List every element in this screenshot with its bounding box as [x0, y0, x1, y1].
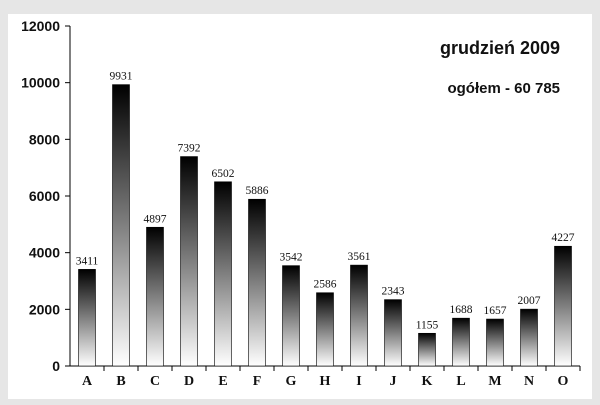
- x-tick-label: M: [488, 374, 501, 389]
- data-label: 1688: [450, 304, 473, 316]
- data-label: 1657: [484, 305, 507, 317]
- y-axis: 0 2000 4000 6000 8000 10000 12000: [21, 18, 71, 374]
- x-tick-label: D: [184, 374, 194, 389]
- x-tick-label: H: [320, 374, 331, 389]
- y-tick-label: 0: [52, 358, 60, 374]
- data-label: 6502: [212, 168, 235, 180]
- x-tick-label: G: [286, 374, 297, 389]
- x-tick-label: O: [558, 374, 569, 389]
- x-tick-label: N: [524, 374, 534, 389]
- data-label: 4227: [552, 232, 575, 244]
- bar-K: [418, 332, 436, 367]
- bar-F: [248, 198, 266, 367]
- y-tick-label: 12000: [21, 18, 60, 34]
- data-label: 9931: [110, 71, 133, 83]
- y-tick-label: 6000: [29, 188, 60, 204]
- x-tick-label: F: [253, 374, 262, 389]
- y-tick-label: 4000: [29, 245, 60, 261]
- y-tick-label: 8000: [29, 131, 60, 147]
- x-tick-label: J: [390, 374, 397, 389]
- data-label: 2586: [314, 279, 337, 291]
- x-tick-label: C: [150, 374, 160, 389]
- data-label: 5886: [246, 185, 269, 197]
- x-tick-label: L: [456, 374, 465, 389]
- data-label: 3411: [76, 255, 99, 267]
- bar-M: [486, 318, 504, 367]
- chart-title: grudzień 2009: [440, 38, 560, 58]
- bar-series: [78, 84, 572, 367]
- x-tick-label: I: [356, 374, 361, 389]
- bar-D: [180, 156, 198, 367]
- bar-N: [520, 308, 538, 367]
- x-tick-label: A: [82, 374, 93, 389]
- bar-E: [214, 181, 232, 367]
- data-label: 1155: [416, 319, 439, 331]
- chart-frame: grudzień 2009 ogółem - 60 785 0 2000 4000 6…: [8, 14, 592, 399]
- data-label: 3542: [280, 252, 303, 264]
- bar-chart: grudzień 2009 ogółem - 60 785 0 2000 4000 6…: [21, 18, 581, 389]
- bar-H: [316, 292, 334, 367]
- bar-J: [384, 299, 402, 367]
- chart-subtitle: ogółem - 60 785: [447, 80, 560, 97]
- bar-L: [452, 317, 470, 367]
- x-axis: A B C D E F G H I J K L M N O: [70, 365, 581, 389]
- x-tick-label: E: [218, 374, 227, 389]
- bar-B: [112, 84, 130, 367]
- data-label: 2343: [382, 286, 405, 298]
- x-tick-label: K: [422, 374, 433, 389]
- y-tick-label: 10000: [21, 75, 60, 91]
- x-tick-label: B: [116, 374, 125, 389]
- bar-C: [146, 226, 164, 367]
- bar-I: [350, 264, 368, 367]
- bar-O: [554, 245, 572, 367]
- bar-G: [282, 265, 300, 367]
- data-label: 4897: [144, 213, 167, 225]
- bar-A: [78, 269, 96, 367]
- y-tick-label: 2000: [29, 301, 60, 317]
- data-label: 3561: [348, 251, 371, 263]
- data-label-group: 3411 9931 4897 7392 6502 5886 3542 2586 3561 2343…: [76, 71, 575, 332]
- data-label: 2007: [518, 295, 541, 307]
- data-label: 7392: [178, 143, 201, 155]
